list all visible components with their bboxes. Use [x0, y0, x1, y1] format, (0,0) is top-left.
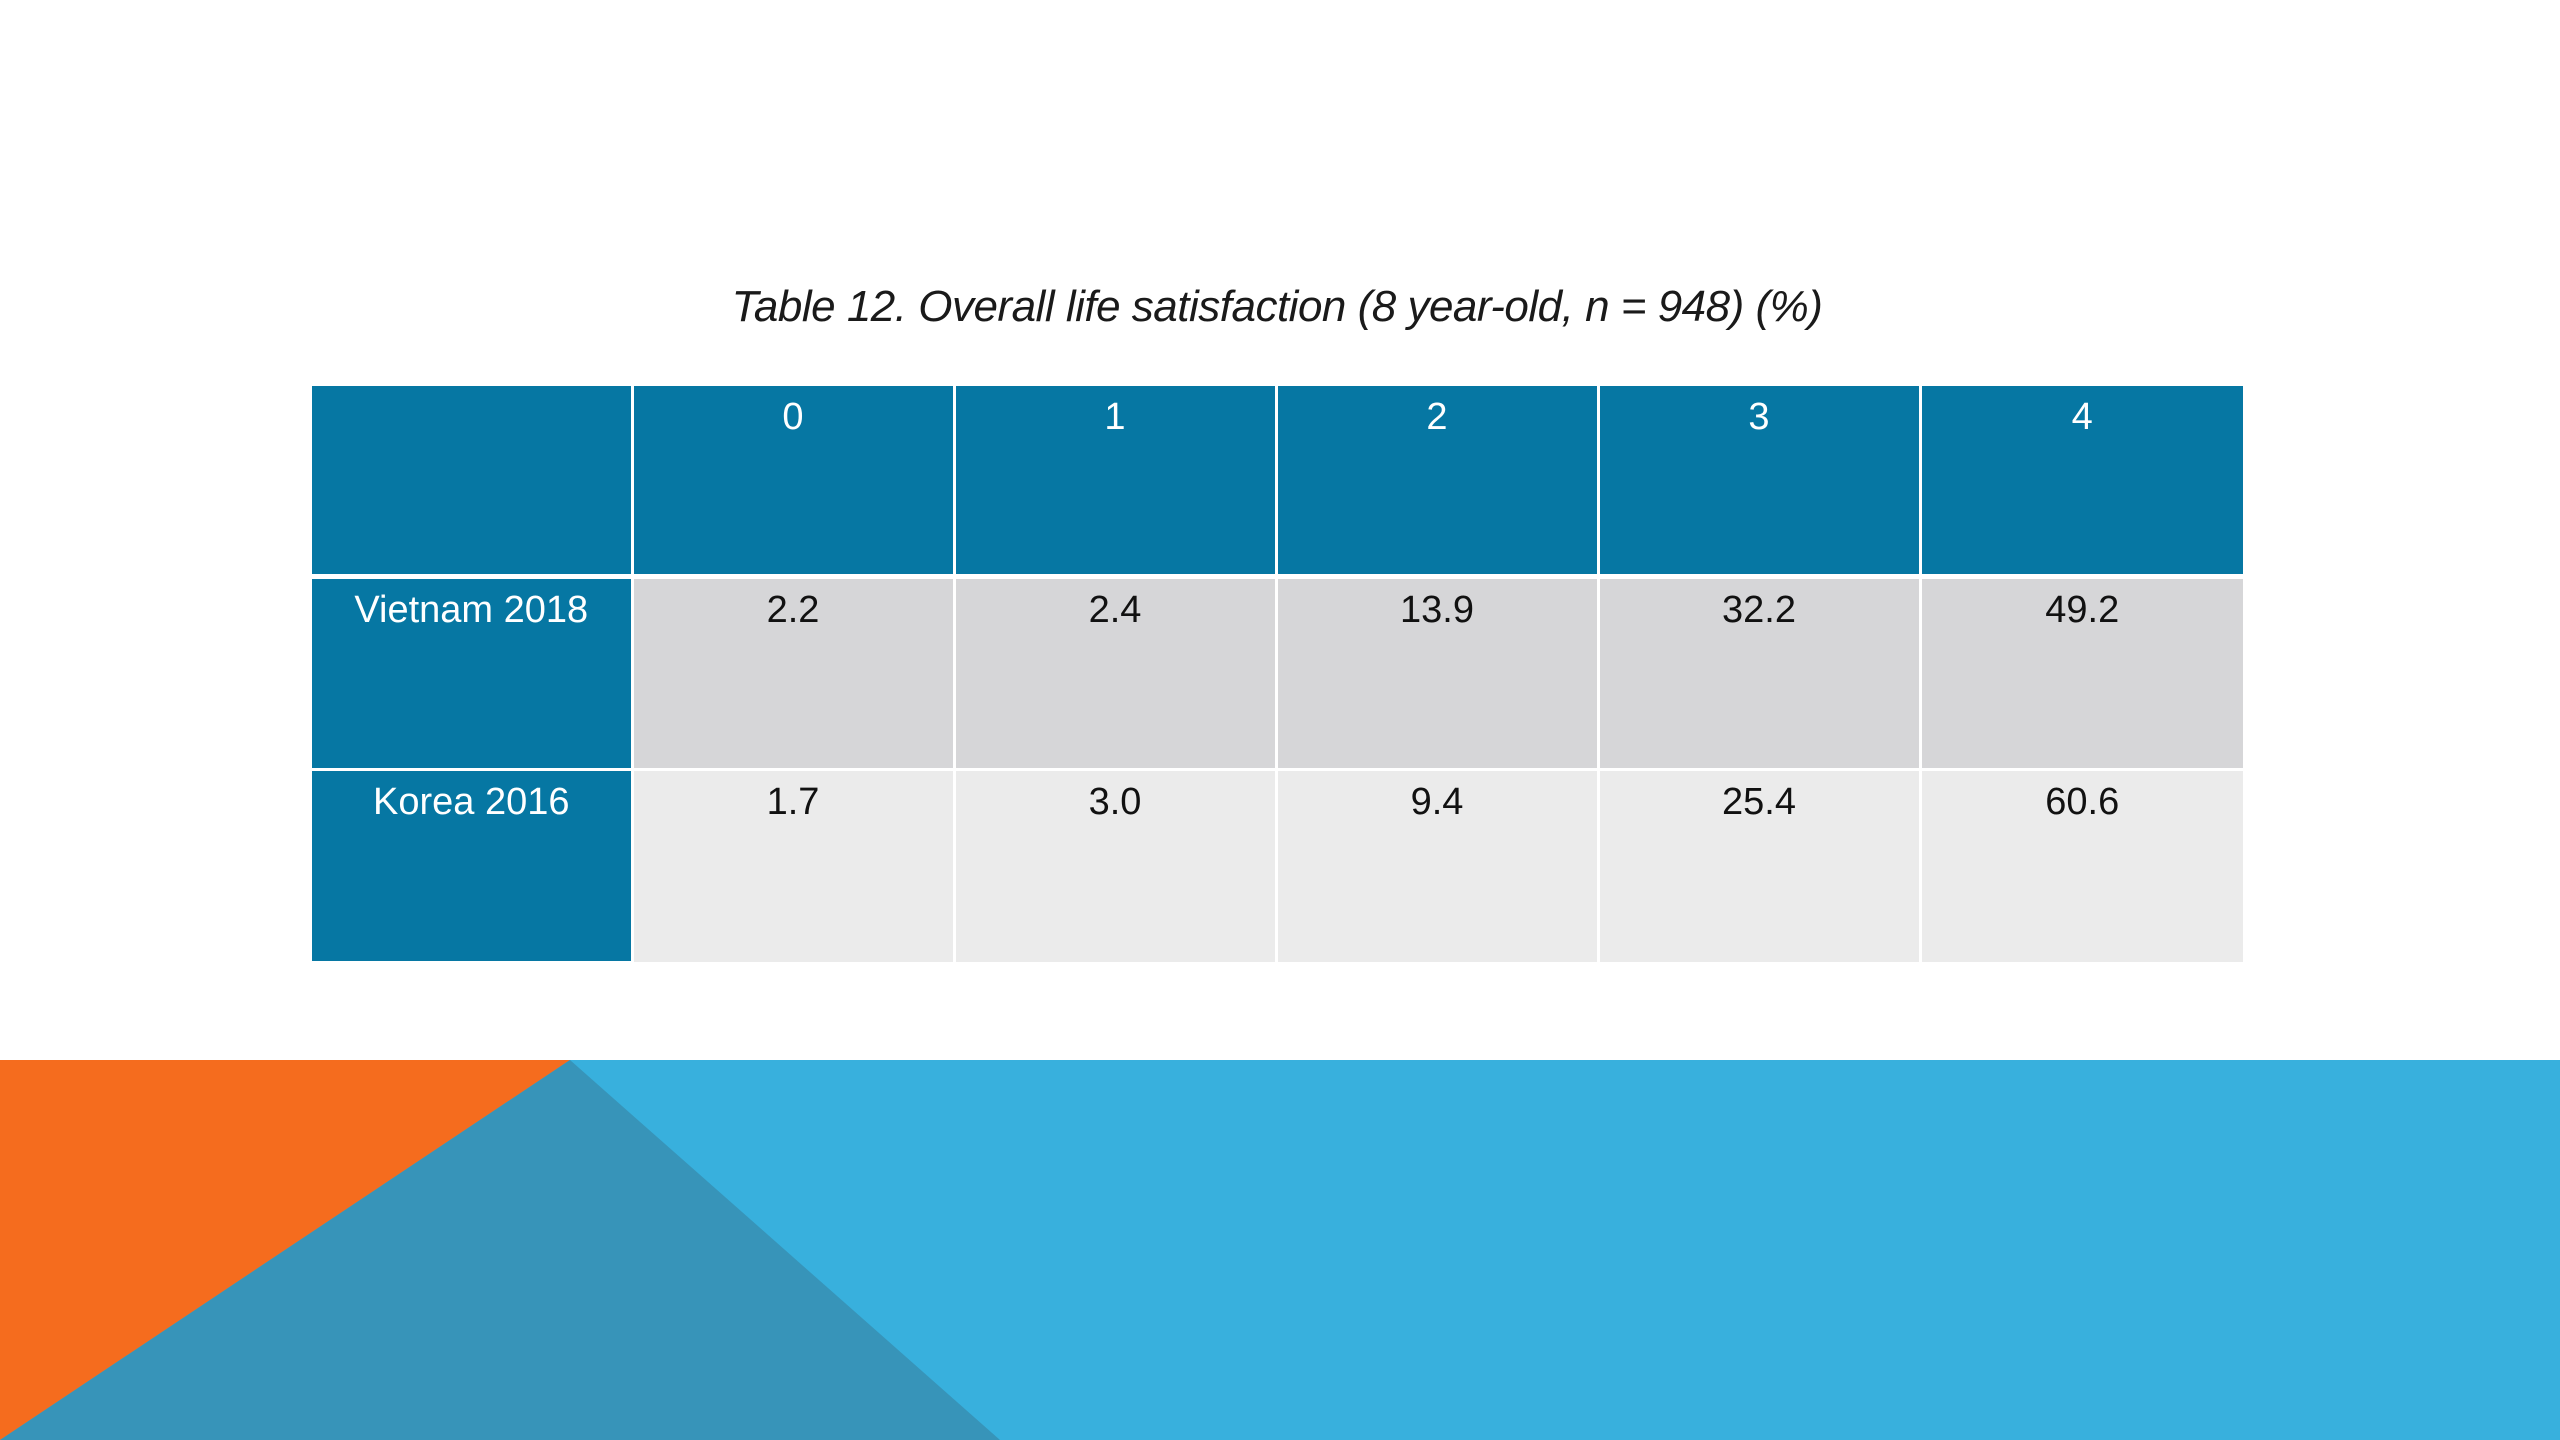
table-cell: 2.4 — [952, 576, 1276, 771]
table-cell: 3.0 — [952, 769, 1276, 962]
table-cell: 2.2 — [630, 576, 954, 771]
table-caption: Table 12. Overall life satisfaction (8 y… — [731, 282, 1823, 331]
table-cell: 49.2 — [1918, 576, 2243, 771]
column-header-0: 0 — [630, 386, 954, 579]
row-header: Vietnam 2018 — [312, 576, 634, 771]
column-header-3: 3 — [1596, 386, 1920, 579]
table-cell: 32.2 — [1596, 576, 1920, 771]
column-header-4: 4 — [1918, 386, 2243, 579]
table-cell: 60.6 — [1918, 769, 2243, 962]
decorative-bottom-band — [0, 1060, 2560, 1440]
table-row-vietnam-2018: Vietnam 2018 2.2 2.4 13.9 32.2 49.2 — [312, 576, 2243, 771]
band-steel-blue-triangle — [0, 1060, 1000, 1440]
table-cell: 9.4 — [1274, 769, 1598, 962]
column-header-2: 2 — [1274, 386, 1598, 579]
table-cell: 1.7 — [630, 769, 954, 962]
life-satisfaction-table: 0 1 2 3 4 Vietnam 2018 2.2 2.4 13.9 32.2… — [312, 386, 2243, 964]
column-header-corner — [312, 386, 632, 579]
table-row-korea-2016: Korea 2016 1.7 3.0 9.4 25.4 60.6 — [312, 769, 2243, 964]
table-cell: 13.9 — [1274, 576, 1598, 771]
table-header-row: 0 1 2 3 4 — [312, 386, 2243, 579]
column-header-1: 1 — [952, 386, 1276, 579]
table-cell: 25.4 — [1596, 769, 1920, 962]
row-header: Korea 2016 — [312, 769, 634, 964]
